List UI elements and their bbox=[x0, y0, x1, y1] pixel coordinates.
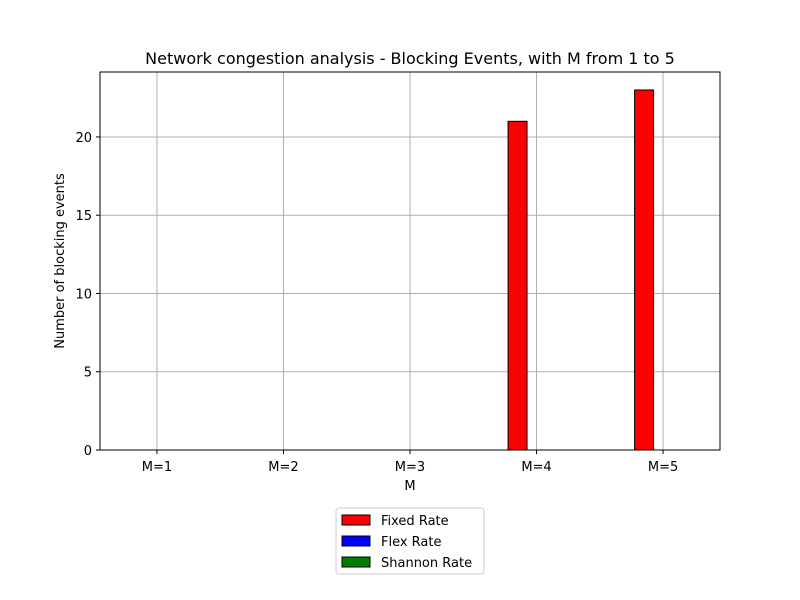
legend-swatch bbox=[341, 535, 371, 547]
y-tick-label: 20 bbox=[75, 131, 92, 146]
legend-swatch bbox=[341, 556, 371, 568]
y-tick-label: 10 bbox=[75, 287, 92, 302]
legend-frame bbox=[335, 507, 485, 575]
x-tick-label: M=2 bbox=[268, 460, 298, 475]
chart-title: Network congestion analysis - Blocking E… bbox=[145, 49, 675, 68]
y-axis-label: Number of blocking events bbox=[53, 173, 68, 349]
bars bbox=[507, 89, 655, 451]
y-axis-ticks: 0 5 10 15 20 bbox=[75, 131, 100, 459]
bar-fixed-rate bbox=[507, 120, 528, 451]
bar-fixed-rate bbox=[634, 89, 655, 451]
legend-swatch bbox=[341, 514, 371, 526]
x-tick-label: M=3 bbox=[395, 460, 425, 475]
y-tick-label: 5 bbox=[84, 366, 92, 381]
x-axis-label: M bbox=[404, 479, 415, 494]
legend: Fixed Rate Flex Rate Shannon Rate bbox=[335, 507, 485, 575]
x-tick-label: M=4 bbox=[521, 460, 551, 475]
y-tick-label: 15 bbox=[75, 209, 92, 224]
grid-lines bbox=[100, 72, 720, 451]
legend-label: Flex Rate bbox=[381, 535, 442, 550]
legend-label: Shannon Rate bbox=[381, 556, 472, 571]
x-tick-label: M=1 bbox=[142, 460, 172, 475]
y-tick-label: 0 bbox=[84, 444, 92, 459]
x-tick-label: M=5 bbox=[648, 460, 678, 475]
x-axis-ticks: M=1 M=2 M=3 M=4 M=5 bbox=[142, 450, 678, 475]
legend-label: Fixed Rate bbox=[381, 514, 449, 529]
